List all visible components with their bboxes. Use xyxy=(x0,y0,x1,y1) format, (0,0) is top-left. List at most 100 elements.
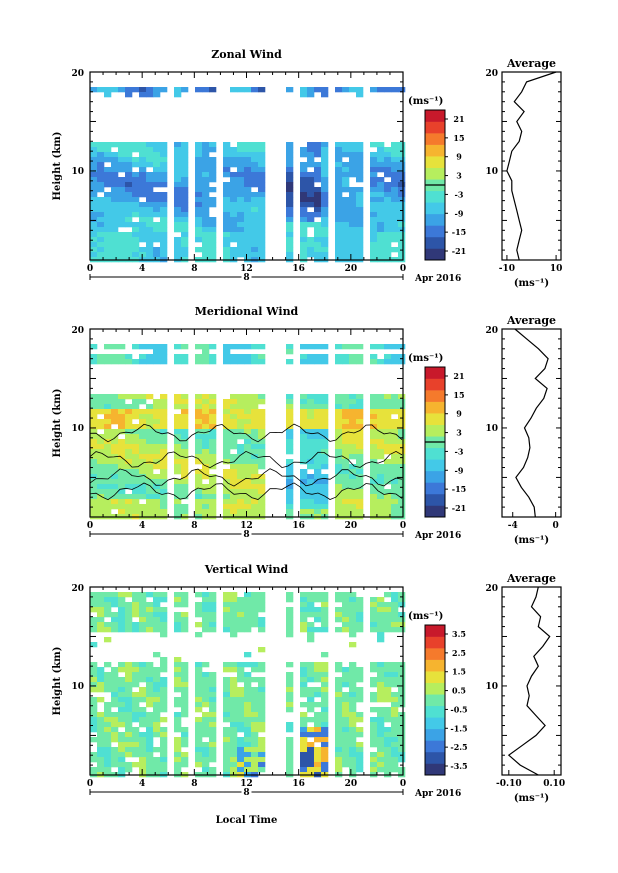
heatmap-cell xyxy=(181,237,189,243)
heatmap-cell xyxy=(202,142,210,148)
heatmap-cell xyxy=(160,489,168,495)
heatmap-cell xyxy=(146,627,154,633)
heatmap-cell xyxy=(223,359,231,365)
heatmap-cell xyxy=(125,737,133,743)
heatmap-cell xyxy=(314,444,322,450)
heatmap-cell xyxy=(370,207,378,213)
heatmap-cell xyxy=(111,702,119,708)
heatmap-cell xyxy=(223,474,231,480)
heatmap-cell xyxy=(209,504,217,510)
heatmap-cell xyxy=(202,464,210,470)
heatmap-cell xyxy=(111,449,119,455)
heatmap-cell xyxy=(314,359,322,365)
heatmap-cell xyxy=(321,237,329,243)
heatmap-cell xyxy=(118,602,126,608)
heatmap-cell xyxy=(356,757,364,763)
heatmap-cell xyxy=(181,449,189,455)
heatmap-cell xyxy=(335,592,343,598)
heatmap-cell xyxy=(300,494,308,500)
heatmap-cell xyxy=(90,217,98,223)
heatmap-cell xyxy=(125,712,133,718)
heatmap-cell xyxy=(90,504,98,510)
heatmap-cell xyxy=(146,439,154,445)
heatmap-cell xyxy=(356,597,364,603)
heatmap-cell xyxy=(132,207,140,213)
heatmap-cell xyxy=(398,354,406,360)
heatmap-cell xyxy=(377,147,385,153)
heatmap-cell xyxy=(384,212,392,218)
time-tick-label: 0 xyxy=(87,264,93,274)
heatmap-cell xyxy=(258,489,266,495)
heatmap-cell xyxy=(286,697,294,703)
heatmap-cell xyxy=(195,474,203,480)
heatmap-cell xyxy=(181,344,189,350)
heatmap-cell xyxy=(160,742,168,748)
heatmap-cell xyxy=(125,677,133,683)
heatmap-cell xyxy=(384,414,392,420)
heatmap-cell xyxy=(321,454,329,460)
heatmap-cell xyxy=(356,717,364,723)
heatmap-cell xyxy=(314,484,322,490)
heatmap-cell xyxy=(377,252,385,258)
heatmap-cell xyxy=(391,152,399,158)
heatmap-cell xyxy=(237,449,245,455)
heatmap-cell xyxy=(223,227,231,233)
heatmap-cell xyxy=(202,152,210,158)
heatmap-cell xyxy=(97,172,105,178)
heatmap-cell xyxy=(132,682,140,688)
heatmap-cell xyxy=(300,212,308,218)
heatmap-cell xyxy=(104,242,112,248)
heatmap-cell xyxy=(153,622,161,628)
heatmap-cell xyxy=(146,662,154,668)
heatmap-cell xyxy=(391,459,399,465)
heatmap-cell xyxy=(342,464,350,470)
heatmap-cell xyxy=(181,459,189,465)
heatmap-cell xyxy=(391,237,399,243)
heatmap-cell xyxy=(314,207,322,213)
heatmap-cell xyxy=(111,439,119,445)
heatmap-cell xyxy=(90,469,98,475)
heatmap-cell xyxy=(174,152,182,158)
heatmap-cell xyxy=(97,509,105,515)
month-label: Apr 2016 xyxy=(414,274,461,284)
heatmap-cell xyxy=(125,147,133,153)
heatmap-cell xyxy=(377,762,385,768)
heatmap-cell xyxy=(209,414,217,420)
heatmap-cell xyxy=(209,712,217,718)
heatmap-cell xyxy=(160,692,168,698)
heatmap-cell xyxy=(370,697,378,703)
heatmap-cell xyxy=(104,607,112,613)
heatmap-cell xyxy=(97,712,105,718)
heatmap-cell xyxy=(160,509,168,515)
heatmap-cell xyxy=(153,237,161,243)
heatmap-cell xyxy=(118,162,126,168)
heatmap-cell xyxy=(258,597,266,603)
heatmap-cell xyxy=(258,237,266,243)
heatmap-cell xyxy=(251,252,259,258)
heatmap-cell xyxy=(244,757,252,763)
heatmap-cell xyxy=(300,439,308,445)
heatmap-cell xyxy=(342,459,350,465)
heatmap-cell xyxy=(139,459,147,465)
heatmap-cell xyxy=(391,702,399,708)
heatmap-cell xyxy=(370,182,378,188)
heatmap-cell xyxy=(139,602,147,608)
heatmap-cell xyxy=(377,602,385,608)
heatmap-cell xyxy=(230,602,238,608)
heatmap-cell xyxy=(258,439,266,445)
heatmap-cell xyxy=(377,232,385,238)
heatmap-cell xyxy=(97,252,105,258)
heatmap-cell xyxy=(118,707,126,713)
heatmap-cell xyxy=(202,692,210,698)
heatmap-cell xyxy=(104,207,112,213)
heatmap-cell xyxy=(244,489,252,495)
heatmap-cell xyxy=(125,692,133,698)
heatmap-cell xyxy=(202,757,210,763)
heatmap-cell xyxy=(286,227,294,233)
heatmap-cell xyxy=(237,617,245,623)
heatmap-cell xyxy=(90,227,98,233)
heatmap-cell xyxy=(286,727,294,733)
heatmap-cell xyxy=(97,419,105,425)
heatmap-cell xyxy=(230,727,238,733)
